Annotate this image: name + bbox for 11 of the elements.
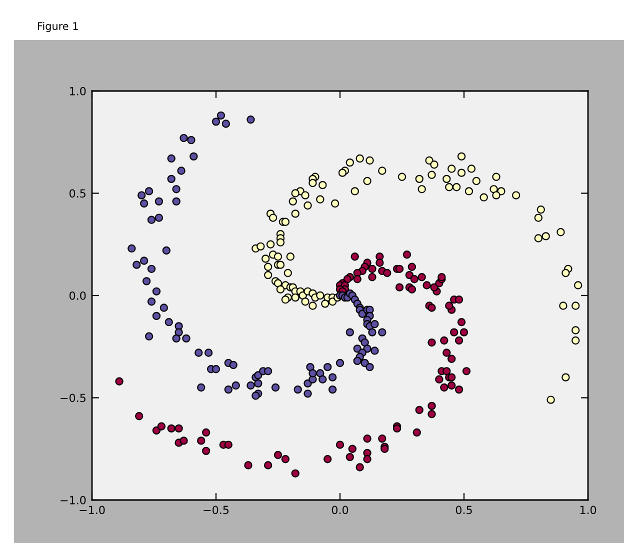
- x-tick-label: 1.0: [580, 506, 596, 514]
- x-tick-label: 0.5: [456, 506, 472, 514]
- x-tick-label: −0.5: [204, 506, 229, 514]
- y-tick-label: 0.0: [70, 291, 86, 300]
- y-tick-label: 1.0: [70, 86, 86, 96]
- caption: Figure 1: [38, 22, 78, 32]
- y-tick-label: −1.0: [60, 496, 86, 504]
- y-tick-label: 0.5: [70, 189, 86, 198]
- x-tick-label: −1.0: [80, 506, 105, 514]
- x-tick-label: 0.0: [332, 506, 348, 514]
- y-tick-label: −0.5: [60, 394, 86, 402]
